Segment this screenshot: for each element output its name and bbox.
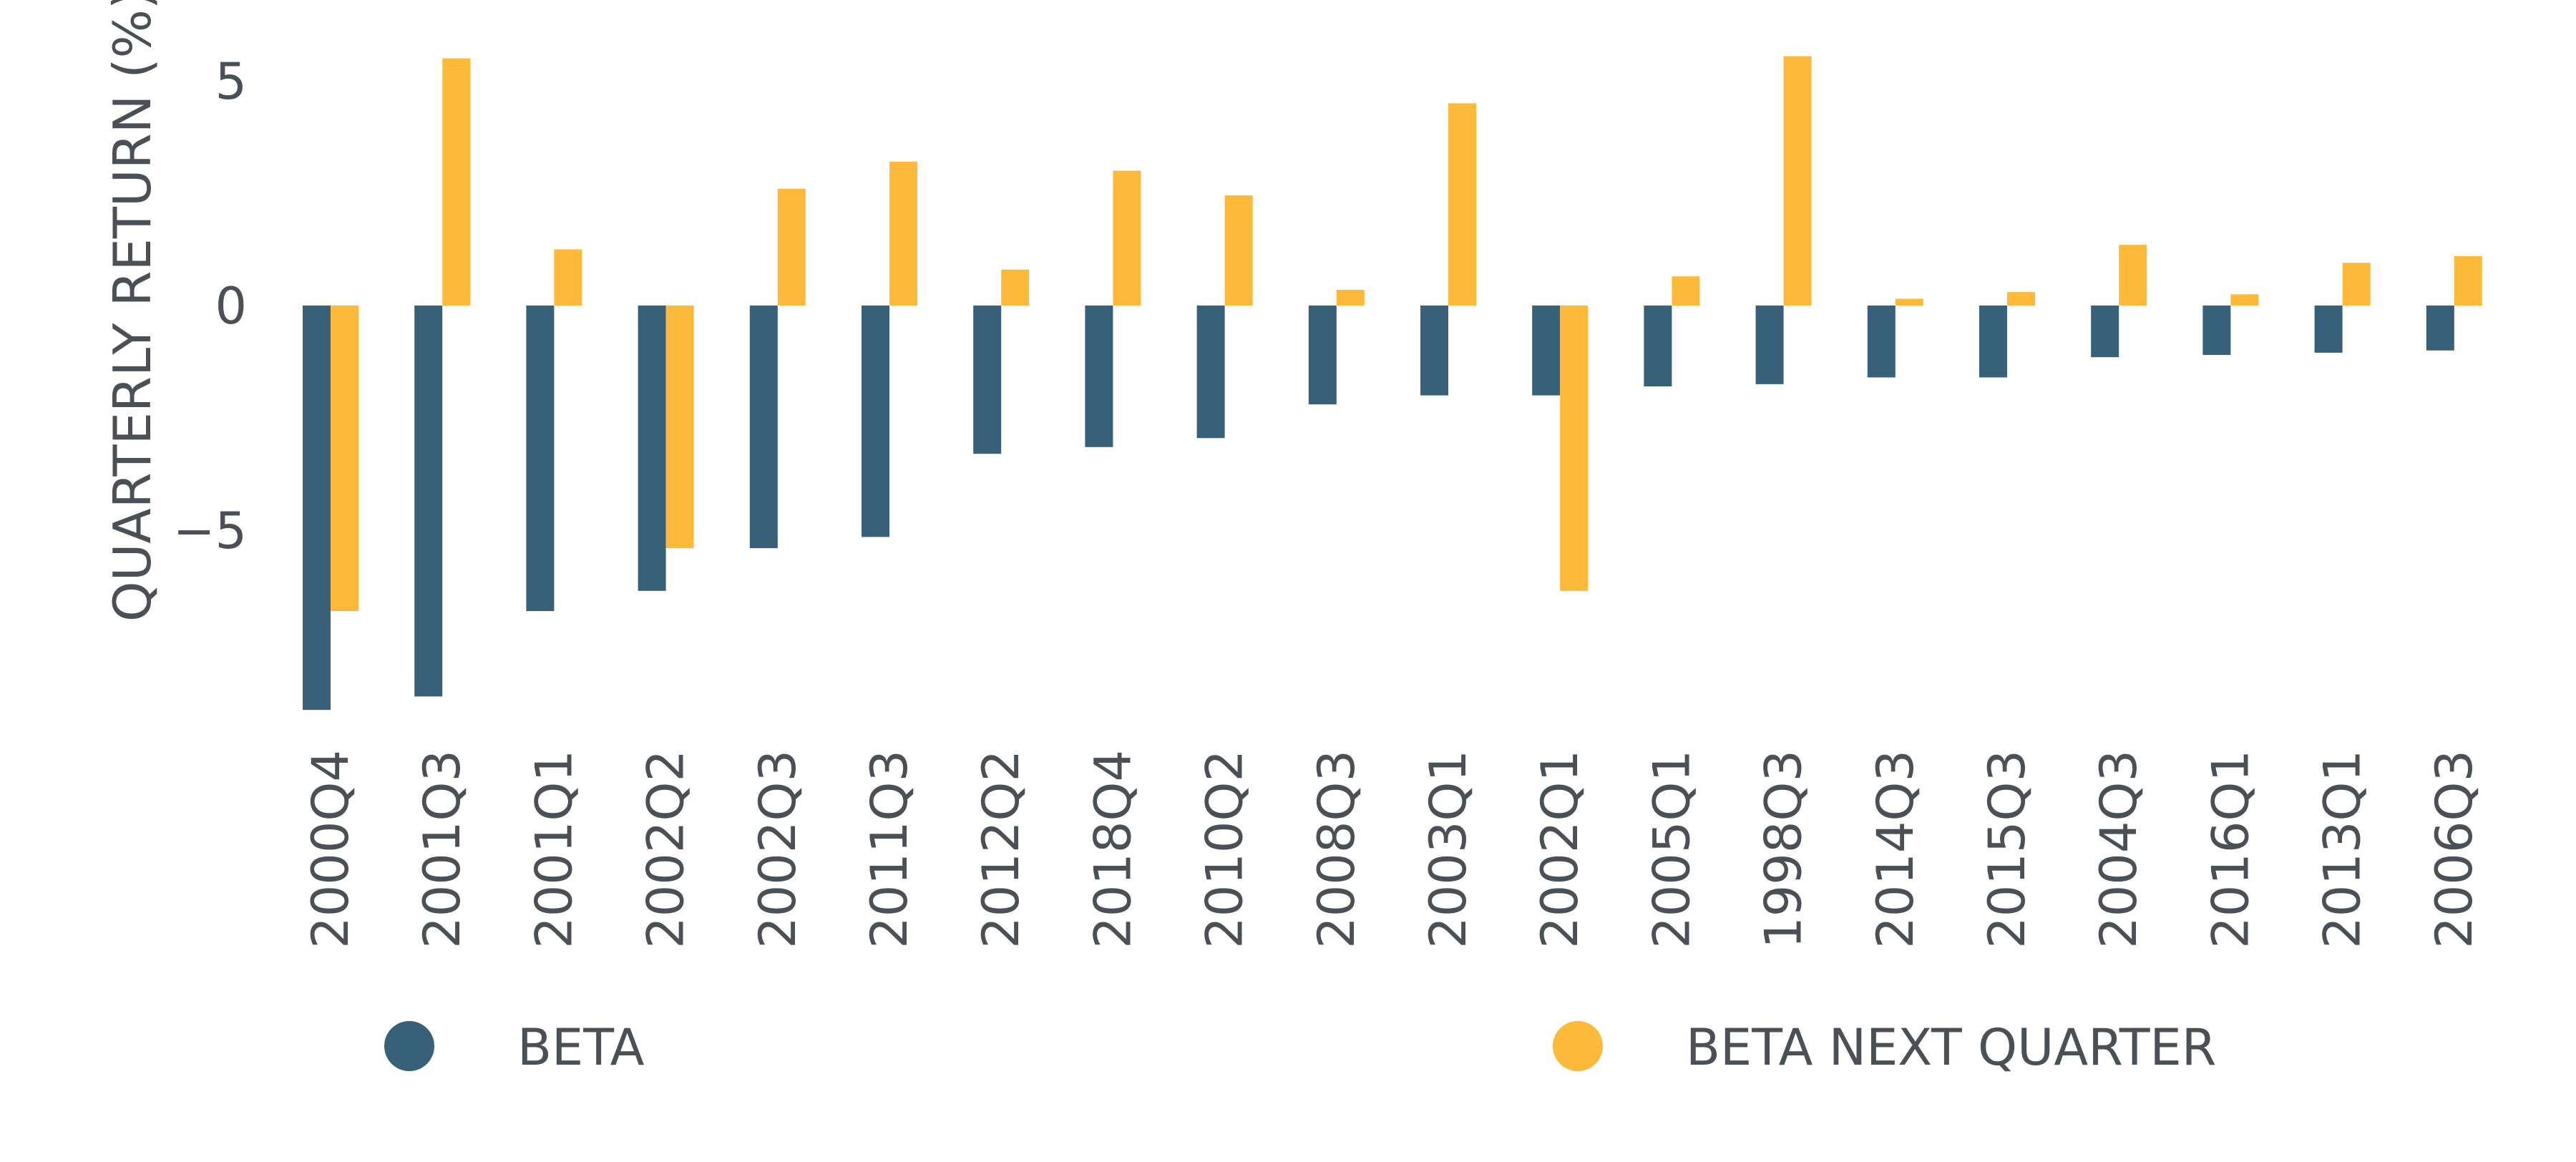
x-tick-label: 2002Q2 bbox=[637, 750, 696, 949]
x-axis-labels: 2000Q4 2001Q3 2001Q1 2002Q2 2002Q3 2011Q3 2012… bbox=[301, 750, 2484, 949]
bar-beta-2002Q1 bbox=[1532, 306, 1561, 396]
y-axis-title: QUARTERLY RETURN (%) bbox=[102, 0, 162, 622]
legend-swatch-beta-next-quarter bbox=[1553, 1021, 1603, 1071]
bar-beta-next-quarter-2013Q1 bbox=[2342, 263, 2371, 306]
x-tick-label: 1998Q3 bbox=[1755, 750, 1813, 949]
bar-beta-2016Q1 bbox=[2202, 306, 2231, 356]
bar-beta-next-quarter-2008Q3 bbox=[1336, 290, 1365, 306]
bar-beta-2006Q3 bbox=[2426, 306, 2454, 351]
bars bbox=[303, 56, 2482, 711]
y-tick-label: 0 bbox=[215, 277, 247, 336]
bar-beta-next-quarter-2005Q1 bbox=[1672, 276, 1700, 306]
bar-beta-next-quarter-2010Q2 bbox=[1224, 195, 1253, 306]
bar-beta-2013Q1 bbox=[2314, 306, 2343, 353]
x-tick-label: 2015Q3 bbox=[1978, 750, 2036, 949]
legend-label-beta: BETA bbox=[517, 1018, 645, 1077]
bar-beta-1998Q3 bbox=[1755, 306, 1784, 384]
bar-beta-next-quarter-2001Q3 bbox=[442, 58, 471, 306]
x-tick-label: 2006Q3 bbox=[2425, 750, 2484, 949]
bar-beta-next-quarter-2018Q4 bbox=[1113, 170, 1141, 306]
x-tick-label: 2003Q1 bbox=[1419, 750, 1478, 949]
x-tick-label: 2002Q1 bbox=[1531, 750, 1589, 949]
bar-beta-next-quarter-2015Q3 bbox=[2007, 292, 2035, 306]
bar-beta-next-quarter-2000Q4 bbox=[331, 306, 358, 612]
bar-beta-2012Q2 bbox=[973, 306, 1002, 454]
bar-beta-next-quarter-2002Q1 bbox=[1560, 306, 1589, 591]
bar-beta-2003Q1 bbox=[1420, 306, 1448, 396]
bar-beta-2015Q3 bbox=[1979, 306, 2007, 378]
y-tick-label: 5 bbox=[215, 52, 247, 111]
bar-beta-2004Q3 bbox=[2091, 306, 2119, 358]
x-tick-label: 2018Q4 bbox=[1083, 750, 1142, 949]
bar-beta-next-quarter-2014Q3 bbox=[1895, 298, 1923, 306]
legend-label-beta-next-quarter: BETA NEXT QUARTER bbox=[1686, 1018, 2216, 1077]
bar-beta-2010Q2 bbox=[1196, 306, 1225, 439]
x-tick-label: 2016Q1 bbox=[2201, 750, 2260, 949]
x-tick-label: 2004Q3 bbox=[2089, 750, 2148, 949]
bar-beta-2000Q4 bbox=[303, 306, 331, 711]
x-tick-label: 2010Q2 bbox=[1196, 750, 1254, 949]
legend-swatch-beta bbox=[384, 1021, 434, 1071]
bar-beta-2018Q4 bbox=[1085, 306, 1113, 447]
bar-beta-next-quarter-2004Q3 bbox=[2119, 245, 2147, 306]
bar-beta-2002Q3 bbox=[749, 306, 778, 549]
legend: BETA BETA NEXT QUARTER bbox=[384, 1018, 2216, 1077]
bar-beta-2011Q3 bbox=[862, 306, 889, 537]
bar-beta-2005Q1 bbox=[1644, 306, 1672, 387]
y-tick-label: −5 bbox=[173, 502, 247, 560]
x-tick-label: 2000Q4 bbox=[301, 750, 360, 949]
bar-beta-next-quarter-2016Q1 bbox=[2230, 294, 2259, 306]
x-tick-label: 2014Q3 bbox=[1866, 750, 1925, 949]
bar-beta-next-quarter-2003Q1 bbox=[1448, 103, 1476, 306]
y-axis-ticks: 5 0 −5 bbox=[173, 52, 247, 560]
x-tick-label: 2012Q2 bbox=[972, 750, 1030, 949]
bar-beta-next-quarter-2011Q3 bbox=[889, 162, 917, 306]
bar-beta-next-quarter-2001Q1 bbox=[554, 249, 582, 306]
bar-beta-next-quarter-2002Q2 bbox=[665, 306, 694, 549]
bar-beta-next-quarter-2002Q3 bbox=[777, 188, 806, 306]
bar-beta-next-quarter-1998Q3 bbox=[1783, 56, 1812, 306]
bar-beta-2014Q3 bbox=[1867, 306, 1896, 378]
bar-beta-2002Q2 bbox=[638, 306, 666, 591]
x-tick-label: 2011Q3 bbox=[860, 750, 919, 949]
bar-beta-next-quarter-2012Q2 bbox=[1001, 269, 1030, 306]
x-tick-label: 2002Q3 bbox=[748, 750, 807, 949]
bar-beta-2001Q1 bbox=[526, 306, 555, 612]
x-tick-label: 2001Q3 bbox=[413, 750, 472, 949]
x-tick-label: 2008Q3 bbox=[1307, 750, 1366, 949]
x-tick-label: 2013Q1 bbox=[2313, 750, 2372, 949]
bar-beta-2001Q3 bbox=[414, 306, 443, 697]
bar-beta-2008Q3 bbox=[1308, 306, 1337, 405]
bar-beta-next-quarter-2006Q3 bbox=[2454, 255, 2482, 306]
x-tick-label: 2001Q1 bbox=[525, 750, 583, 949]
x-tick-label: 2005Q1 bbox=[1642, 750, 1701, 949]
